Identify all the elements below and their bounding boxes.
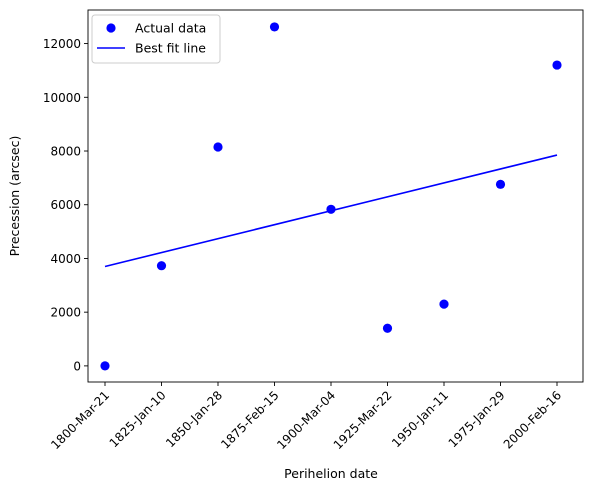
data-point-2000-Feb-16 <box>552 60 562 70</box>
data-point-1975-Jan-29 <box>495 179 506 189</box>
data-point-1950-Jan-11 <box>439 299 449 309</box>
legend: Actual data Best fit line <box>91 14 221 64</box>
y-tick-label-0: 0 <box>73 359 81 373</box>
data-point-1850-Jan-28 <box>213 142 223 152</box>
y-axis: 0 2000 4000 6000 8000 10000 12000 <box>43 37 88 373</box>
y-tick-label-12000: 12000 <box>43 37 81 51</box>
y-tick-label-4000: 4000 <box>50 252 81 266</box>
y-tick-label-8000: 8000 <box>50 145 81 159</box>
y-tick-label-6000: 6000 <box>50 198 81 212</box>
legend-marker-actual-data <box>106 23 116 33</box>
x-axis-label: Perihelion date <box>284 466 378 481</box>
plot-area <box>87 9 584 383</box>
legend-label-best-fit-line: Best fit line <box>135 41 206 56</box>
legend-box <box>91 14 221 64</box>
y-tick-label-10000: 10000 <box>43 91 81 105</box>
y-tick-label-2000: 2000 <box>50 306 81 320</box>
data-point-1875-Feb-15 <box>269 22 280 32</box>
data-point-1800-Mar-21 <box>100 361 110 371</box>
axes-frame <box>87 9 584 383</box>
y-axis-label: Precession (arcsec) <box>7 136 22 257</box>
data-point-1925-Mar-22 <box>382 323 393 333</box>
legend-label-actual-data: Actual data <box>135 21 206 36</box>
data-point-1825-Jan-10 <box>156 261 167 271</box>
data-point-1900-Mar-04 <box>326 204 336 214</box>
